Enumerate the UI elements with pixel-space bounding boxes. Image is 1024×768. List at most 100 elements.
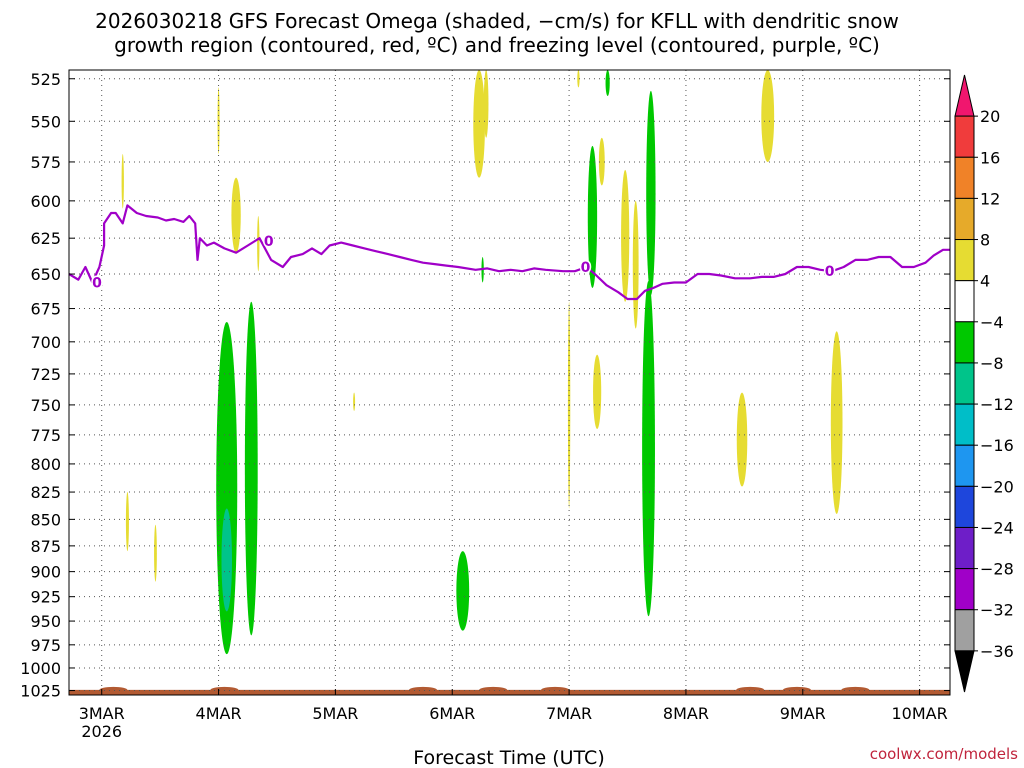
terrain-bump-3 <box>479 686 508 693</box>
colorbar-swatch-11 <box>954 526 975 570</box>
x-tick-label-6: 9MAR <box>780 704 826 723</box>
freezing-level-label-1: 0 <box>264 234 274 250</box>
omega-region-26 <box>830 331 843 514</box>
colorbar-label-7: −12 <box>980 395 1014 414</box>
colorbar-label-0: 20 <box>980 107 1000 126</box>
y-tick-label-20: 1025 <box>20 682 61 701</box>
terrain-bump-2 <box>409 686 438 693</box>
colorbar-label-11: −28 <box>980 560 1014 579</box>
y-tick-label-12: 825 <box>30 483 61 502</box>
x-axis-title: Forecast Time (UTC) <box>413 747 604 768</box>
colorbar-label-9: −20 <box>980 477 1014 496</box>
colorbar-label-10: −24 <box>980 518 1014 537</box>
gridlines <box>69 70 950 695</box>
y-tick-label-9: 750 <box>30 396 61 415</box>
terrain-base <box>69 689 950 695</box>
colorbar-swatch-10 <box>954 485 975 528</box>
omega-region-12 <box>257 215 260 272</box>
y-tick-label-4: 625 <box>30 229 61 248</box>
x-tick-sublabel-0: 2026 <box>81 722 122 741</box>
colorbar-label-13: −36 <box>980 642 1014 661</box>
colorbar-swatch-0 <box>954 74 975 117</box>
omega-region-0 <box>216 322 238 655</box>
omega-region-23 <box>577 70 580 88</box>
colorbar-swatch-3 <box>954 197 975 241</box>
omega-region-22 <box>632 200 639 329</box>
y-tick-label-6: 675 <box>30 300 61 319</box>
omega-region-15 <box>125 492 129 552</box>
surface-terrain <box>69 686 950 695</box>
y-tick-label-15: 900 <box>30 563 61 582</box>
y-tick-label-14: 875 <box>30 537 61 556</box>
x-tick-label-7: 10MAR <box>892 704 948 723</box>
colorbar-swatch-5 <box>954 280 975 323</box>
x-tick-label-2: 5MAR <box>312 704 358 723</box>
omega-region-25 <box>761 70 775 162</box>
colorbar-swatch-13 <box>954 609 975 652</box>
y-tick-label-2: 575 <box>30 153 61 172</box>
colorbar-label-2: 12 <box>980 189 1000 208</box>
colorbar-label-8: −16 <box>980 436 1014 455</box>
y-tick-label-13: 850 <box>30 510 61 529</box>
terrain-bump-0 <box>99 686 128 693</box>
colorbar-swatch-14 <box>954 650 975 693</box>
y-tick-label-19: 1000 <box>20 659 61 678</box>
y-tick-label-11: 800 <box>30 455 61 474</box>
x-tick-label-1: 4MAR <box>196 704 242 723</box>
freezing-level-label-3: 0 <box>825 264 835 280</box>
y-tick-label-3: 600 <box>30 192 61 211</box>
y-tick-label-7: 700 <box>30 333 61 352</box>
colorbar-label-5: −4 <box>980 313 1004 332</box>
omega-region-4 <box>587 145 598 289</box>
colorbar-swatch-1 <box>954 115 975 158</box>
omega-region-7 <box>642 281 655 617</box>
omega-region-24 <box>736 392 748 487</box>
credit-link[interactable]: coolwx.com/models <box>870 745 1018 763</box>
terrain-bump-6 <box>782 686 811 693</box>
y-tick-label-8: 725 <box>30 365 61 384</box>
colorbar-swatch-9 <box>954 444 975 487</box>
omega-region-6 <box>646 90 656 295</box>
chart-title-line1: 2026030218 GFS Forecast Omega (shaded, −… <box>95 9 899 33</box>
y-axis-ticks: 525 550 575 600 625 650 675 700 725 750 775 800 825 8… <box>20 70 950 701</box>
omega-region-21 <box>621 169 630 302</box>
terrain-bump-7 <box>841 686 870 693</box>
omega-region-1 <box>221 508 232 612</box>
omega-region-10 <box>483 70 489 138</box>
colorbar-label-1: 16 <box>980 148 1000 167</box>
y-tick-label-10: 775 <box>30 426 61 445</box>
colorbar-label-12: −32 <box>980 601 1014 620</box>
omega-region-20 <box>598 137 605 186</box>
colorbar-label-6: −8 <box>980 354 1004 373</box>
y-tick-label-18: 975 <box>30 636 61 655</box>
plot-frame <box>68 69 951 696</box>
colorbar-swatch-6 <box>954 321 975 364</box>
freezing-level-contour: 0 0 0 0 <box>68 204 950 301</box>
colorbar-label-3: 8 <box>980 231 990 250</box>
x-tick-label-4: 7MAR <box>546 704 592 723</box>
terrain-bump-4 <box>541 686 570 693</box>
y-tick-label-0: 525 <box>30 70 61 89</box>
y-tick-label-5: 650 <box>30 265 61 284</box>
x-tick-label-0: 3MAR <box>79 704 125 723</box>
y-tick-label-17: 950 <box>30 612 61 631</box>
colorbar-swatch-8 <box>954 403 975 446</box>
colorbar-swatch-12 <box>954 568 975 611</box>
freezing-level-line <box>68 204 950 301</box>
freezing-level-label-2: 0 <box>581 260 591 276</box>
omega-region-11 <box>231 177 241 253</box>
omega-region-2 <box>244 301 258 636</box>
y-tick-label-16: 925 <box>30 588 61 607</box>
y-tick-label-1: 550 <box>30 112 61 131</box>
omega-region-3 <box>456 551 470 631</box>
terrain-bump-1 <box>210 686 239 693</box>
omega-region-9 <box>473 70 485 178</box>
x-tick-label-5: 8MAR <box>663 704 709 723</box>
colorbar-swatch-2 <box>954 156 975 199</box>
omega-region-16 <box>154 524 157 582</box>
colorbar-swatch-7 <box>954 362 975 405</box>
x-tick-label-3: 6MAR <box>429 704 475 723</box>
omega-region-17 <box>353 392 356 411</box>
